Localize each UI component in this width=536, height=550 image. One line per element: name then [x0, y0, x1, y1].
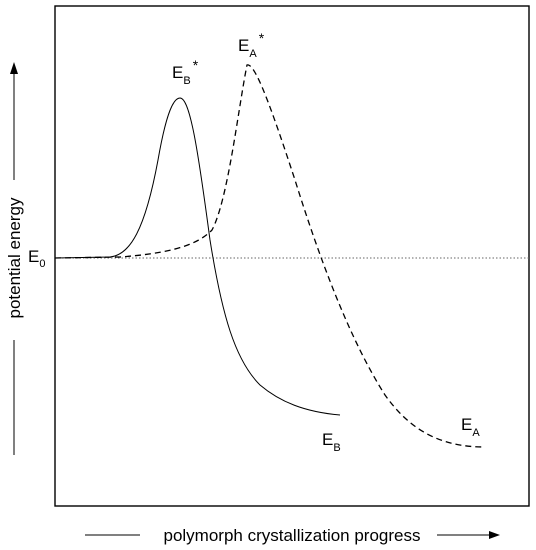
final-state-b-label: EB	[322, 430, 341, 454]
x-axis-arrow	[85, 531, 500, 539]
transition-state-b-label: EB*	[172, 57, 199, 87]
x-axis-title: polymorph crystallization progress	[164, 526, 421, 545]
final-state-a-label: EA	[461, 415, 480, 439]
reference-energy-label: E0	[28, 247, 45, 270]
y-axis-title: potential energy	[5, 197, 24, 318]
curve-a	[54, 64, 486, 448]
plot-frame	[54, 5, 530, 507]
transition-state-a-label: EA*	[238, 30, 265, 60]
curve-b	[54, 97, 341, 416]
